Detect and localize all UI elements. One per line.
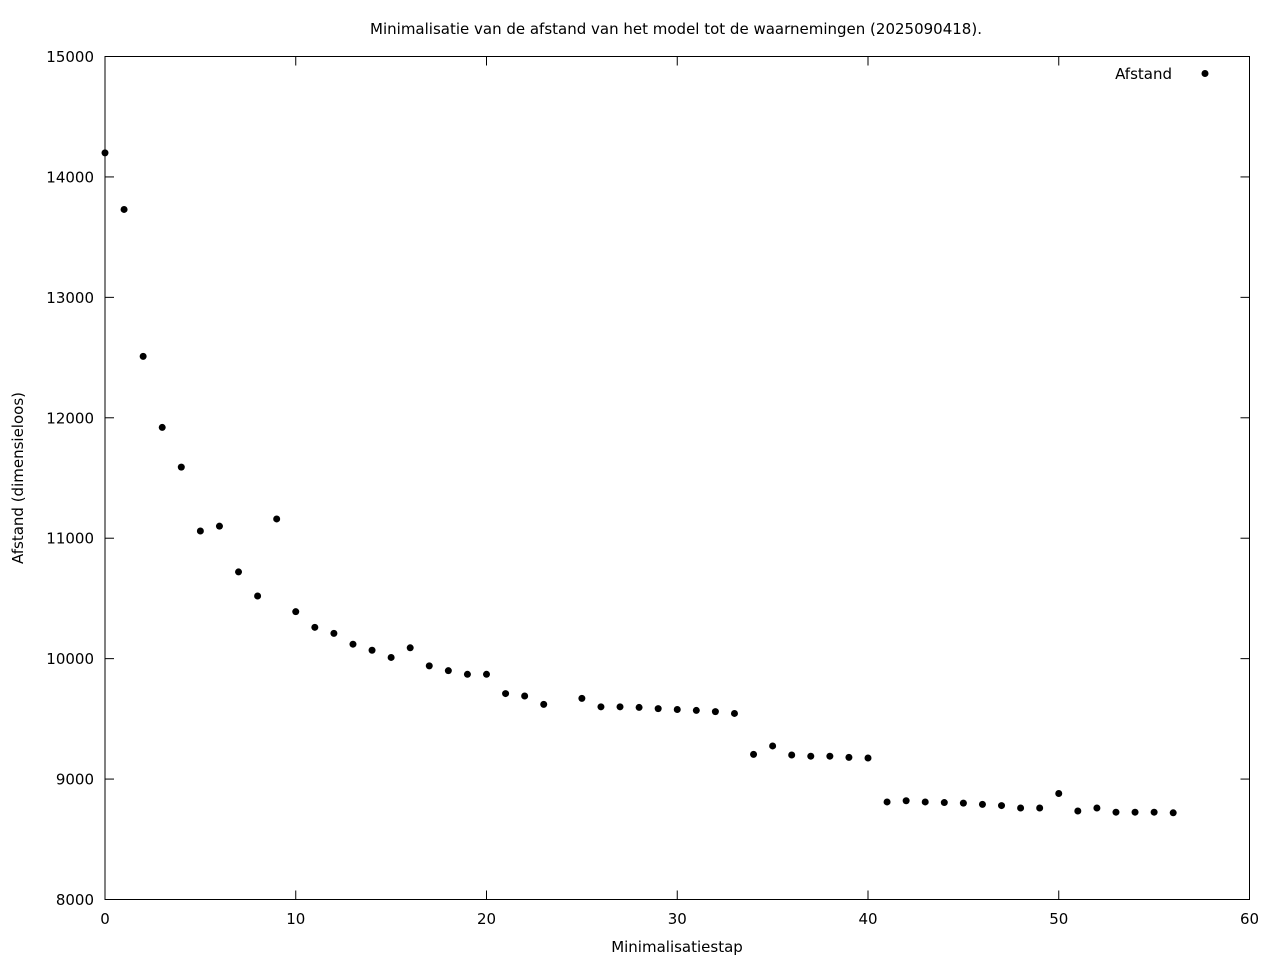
data-point	[463, 670, 471, 678]
data-point	[826, 752, 834, 760]
y-tick-label: 11000	[46, 530, 94, 548]
data-point	[1036, 804, 1044, 812]
data-point	[425, 662, 433, 670]
legend-marker-afstand	[1201, 70, 1209, 77]
data-point	[1017, 804, 1025, 812]
data-point	[540, 700, 548, 708]
data-point	[349, 640, 357, 648]
data-point	[196, 527, 204, 535]
x-tick-label: 0	[100, 910, 110, 928]
chart-title: Minimalisatie van de afstand van het mod…	[370, 20, 982, 38]
data-point	[406, 644, 414, 652]
y-tick-label: 13000	[46, 289, 94, 307]
y-axis-label: Afstand (dimensieloos)	[9, 392, 27, 564]
data-point	[444, 667, 452, 675]
data-point	[807, 752, 815, 760]
data-point	[978, 800, 986, 808]
data-point	[521, 692, 529, 700]
data-point	[177, 463, 185, 471]
data-point	[921, 798, 929, 806]
x-tick-label: 30	[668, 910, 687, 928]
y-tick-label: 8000	[56, 891, 94, 909]
data-point	[330, 629, 338, 637]
data-point	[254, 592, 262, 600]
data-point	[483, 670, 490, 678]
x-tick-label: 40	[858, 910, 877, 928]
data-point	[139, 352, 147, 360]
data-point	[235, 568, 243, 576]
data-point	[273, 515, 281, 523]
data-point	[387, 653, 395, 661]
data-point	[692, 706, 700, 714]
data-points	[101, 149, 1177, 817]
y-tick-label: 15000	[46, 48, 94, 66]
data-point	[502, 690, 510, 698]
y-tick-labels: 8000 9000 10000 11000 12000 13000 14000 15000	[46, 48, 94, 909]
data-point	[368, 646, 376, 654]
data-point	[578, 694, 586, 702]
data-point	[902, 797, 910, 805]
data-point	[959, 799, 967, 807]
y-tick-label: 12000	[46, 409, 94, 427]
data-point	[616, 703, 624, 711]
data-point	[883, 798, 891, 806]
data-point	[311, 623, 319, 631]
x-tick-labels: 0 10 20 30 40 50 60	[100, 910, 1259, 928]
x-tick-label: 60	[1240, 910, 1259, 928]
y-tick-label: 9000	[56, 771, 94, 789]
data-point	[101, 149, 109, 157]
data-point	[788, 751, 796, 759]
x-tick-label: 50	[1049, 910, 1068, 928]
data-point	[597, 703, 605, 711]
y-tick-label: 14000	[46, 168, 94, 186]
data-point	[1131, 808, 1139, 816]
data-point	[998, 802, 1006, 810]
data-point	[730, 709, 738, 717]
tick-marks	[104, 56, 1250, 900]
data-point	[845, 753, 853, 761]
data-point	[1074, 807, 1082, 815]
data-point	[711, 708, 719, 716]
data-point	[120, 205, 128, 213]
data-point	[750, 750, 758, 758]
data-point	[1093, 804, 1101, 812]
x-tick-label: 10	[286, 910, 305, 928]
data-point	[215, 522, 223, 530]
x-axis-label: Minimalisatiestap	[611, 938, 743, 956]
data-point	[158, 423, 166, 431]
data-point	[940, 799, 948, 807]
data-point	[654, 705, 662, 713]
data-point	[1112, 808, 1120, 816]
plot-frame	[104, 56, 1250, 900]
data-point	[1169, 809, 1177, 817]
legend: Afstand	[1115, 65, 1209, 83]
data-point	[1055, 790, 1063, 798]
y-tick-label: 10000	[46, 650, 94, 668]
data-point	[673, 705, 681, 713]
data-point	[635, 703, 643, 711]
data-point	[292, 608, 300, 616]
data-point	[769, 742, 777, 750]
data-point	[864, 754, 872, 762]
x-tick-label: 20	[477, 910, 496, 928]
legend-label-afstand: Afstand	[1115, 65, 1172, 83]
data-point	[1150, 808, 1158, 816]
